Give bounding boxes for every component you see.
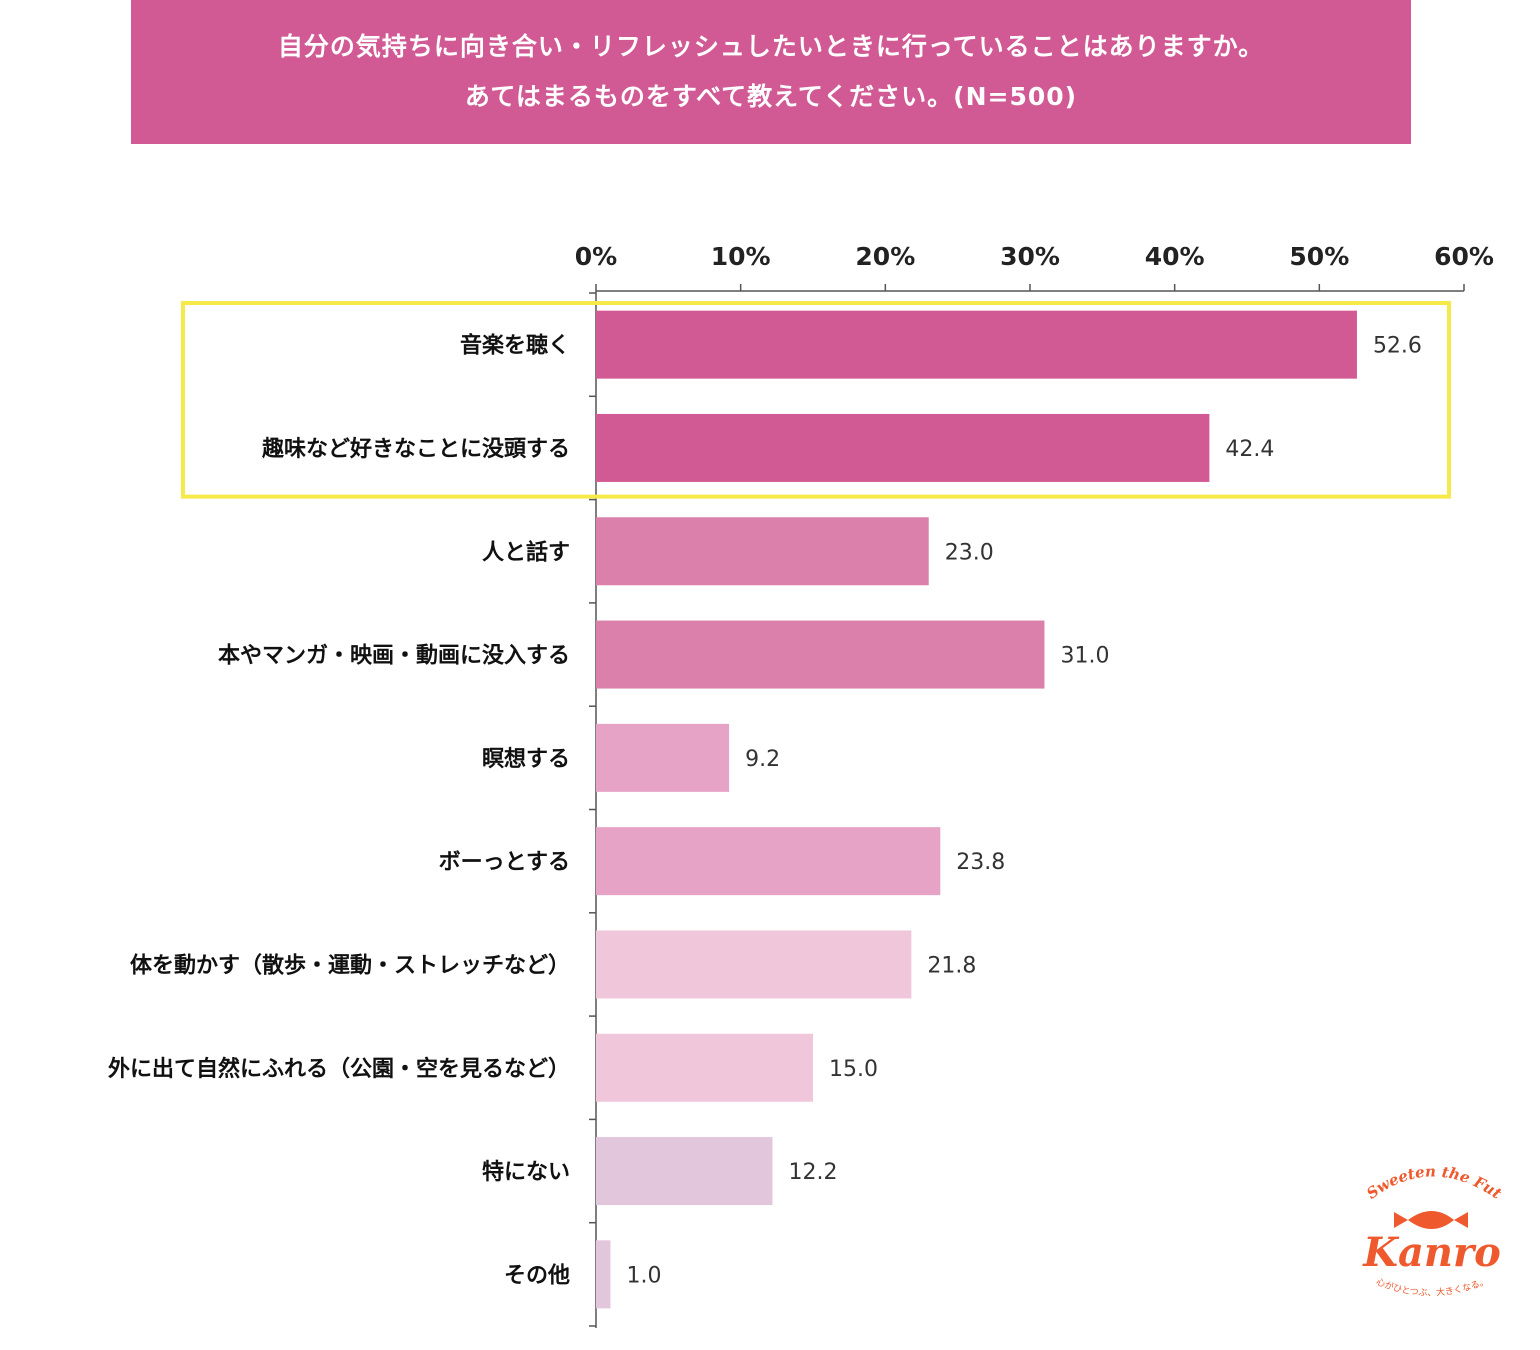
bar bbox=[596, 1033, 813, 1102]
category-label: 本やマンガ・映画・動画に没入する bbox=[218, 644, 570, 669]
logo-tagline: Sweeten the Future bbox=[1350, 1160, 1505, 1203]
value-label: 52.6 bbox=[1373, 334, 1422, 359]
logo-brand: Kanro bbox=[1362, 1229, 1501, 1276]
highlight-box bbox=[181, 301, 1451, 499]
title-line-2: あてはまるものをすべて教えてください。(N=500) bbox=[464, 82, 1078, 111]
x-tick-label: 10% bbox=[711, 242, 771, 271]
x-tick-label: 50% bbox=[1289, 242, 1349, 271]
category-label: ボーっとする bbox=[439, 850, 570, 875]
kanro-logo-graphic: Sweeten the Future Kanro 心がひとつぶ、大きくなる。 bbox=[1345, 1146, 1505, 1299]
value-label: 15.0 bbox=[829, 1057, 878, 1082]
candy-icon bbox=[1394, 1211, 1468, 1229]
category-label: 音楽を聴く bbox=[460, 333, 570, 359]
bar bbox=[596, 517, 929, 586]
category-label: 特にない bbox=[482, 1159, 570, 1185]
bar bbox=[596, 620, 1045, 689]
category-label: その他 bbox=[504, 1263, 570, 1288]
bar bbox=[596, 1240, 611, 1309]
kanro-logo: Sweeten the Future Kanro 心がひとつぶ、大きくなる。 bbox=[1345, 1146, 1510, 1310]
category-label: 外に出て自然にふれる（公園・空を見るなど） bbox=[108, 1056, 570, 1082]
x-tick-label: 30% bbox=[1000, 242, 1060, 271]
title-banner: 自分の気持ちに向き合い・リフレッシュしたいときに行っていることはありますか。 あ… bbox=[131, 0, 1411, 144]
value-label: 12.2 bbox=[788, 1160, 837, 1185]
x-tick-label: 0% bbox=[575, 242, 617, 271]
value-label: 9.2 bbox=[745, 747, 780, 772]
logo-subtitle: 心がひとつぶ、大きくなる。 bbox=[1375, 1276, 1490, 1298]
value-label: 31.0 bbox=[1060, 644, 1109, 669]
value-label: 1.0 bbox=[626, 1263, 661, 1288]
value-label: 42.4 bbox=[1225, 437, 1274, 462]
bar bbox=[596, 310, 1357, 379]
value-label: 21.8 bbox=[927, 953, 976, 978]
x-tick-label: 20% bbox=[855, 242, 915, 271]
category-label: 瞑想する bbox=[482, 747, 570, 772]
x-tick-label: 40% bbox=[1145, 242, 1205, 271]
bar bbox=[596, 723, 730, 792]
title-line-1: 自分の気持ちに向き合い・リフレッシュしたいときに行っていることはありますか。 bbox=[277, 32, 1265, 61]
value-label: 23.0 bbox=[945, 540, 994, 565]
category-label: 体を動かす（散歩・運動・ストレッチなど） bbox=[130, 953, 570, 978]
category-label: 人と話す bbox=[482, 539, 570, 565]
bar bbox=[596, 413, 1210, 482]
value-label: 23.8 bbox=[956, 850, 1005, 875]
bar bbox=[596, 930, 912, 999]
category-label: 趣味など好きなことに没頭する bbox=[261, 436, 570, 462]
logo-subtitle-path: 心がひとつぶ、大きくなる。 bbox=[1375, 1276, 1490, 1298]
logo-tagline-path: Sweeten the Future bbox=[1345, 1146, 1505, 1203]
bar bbox=[596, 1137, 773, 1206]
x-tick-label: 60% bbox=[1434, 242, 1494, 271]
bar bbox=[596, 827, 941, 896]
